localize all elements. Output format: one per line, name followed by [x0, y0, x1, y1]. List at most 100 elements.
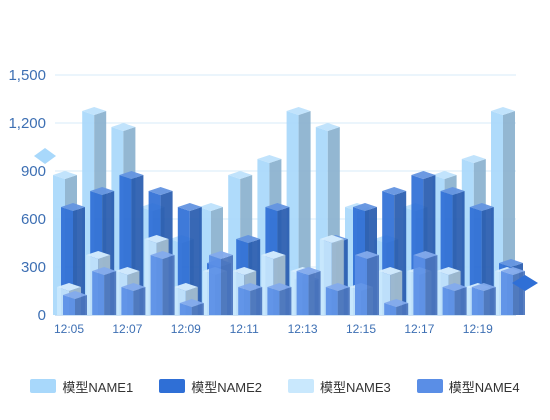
x-tick-label: 12:13 [288, 322, 318, 336]
bar-face-top [432, 171, 457, 179]
bar-face-top [436, 267, 461, 275]
bar [501, 267, 525, 315]
bar-face-top [173, 283, 198, 291]
bar [442, 283, 467, 315]
bar-face-top [119, 171, 144, 179]
bar-face-left [355, 255, 367, 315]
bar-face-left [471, 287, 484, 315]
bar [325, 283, 350, 315]
y-tick-label: 300 [21, 259, 46, 276]
bar-face-right [250, 287, 263, 315]
y-tick-label: 900 [21, 163, 46, 180]
bar-face-left [150, 255, 163, 315]
legend-swatch-name1 [30, 379, 57, 393]
x-tick-label: 12:17 [404, 322, 434, 336]
bar-face-right [308, 271, 321, 315]
bar-face-top [177, 203, 202, 211]
legend-swatch-name3 [288, 379, 314, 393]
bar-face-top [325, 283, 350, 291]
bar-face-right [337, 287, 350, 315]
bar-face-right [104, 271, 117, 315]
bar-face-top [471, 283, 496, 291]
bar-face-top [261, 251, 286, 259]
bar-face-top [440, 187, 465, 195]
bar-face-top [144, 235, 169, 243]
x-tick-label: 12:09 [171, 322, 201, 336]
bar-face-top [257, 155, 282, 163]
bar-face-right [75, 295, 87, 315]
y-tick-label: 1,500 [8, 67, 46, 84]
bar-face-top [267, 283, 292, 291]
bar-face-top [378, 267, 403, 275]
legend-label-name2: 模型NAME2 [191, 379, 262, 395]
bar-face-left [209, 255, 221, 315]
bar-face-right [298, 111, 311, 315]
bar [413, 251, 438, 315]
y-axis: 0 300 600 900 1,200 1,500 [8, 67, 46, 324]
bar [179, 299, 204, 315]
bar-face-top [115, 267, 140, 275]
bar-face-right [279, 287, 292, 315]
bar-face-top [148, 187, 173, 195]
bar-face-right [425, 255, 438, 315]
plot-area [34, 107, 538, 315]
legend-label-name4: 模型NAME4 [448, 379, 520, 395]
bar [286, 107, 311, 315]
bar-face-left [286, 111, 299, 315]
bar-face-top [90, 187, 115, 195]
edge-cap-right [512, 275, 538, 291]
legend-item-name2[interactable]: 模型NAME2 [159, 374, 262, 398]
bar [92, 267, 117, 315]
legend-item-name1[interactable]: 模型NAME1 [30, 374, 133, 398]
y-tick-label: 600 [21, 211, 46, 228]
bar-face-left [296, 271, 309, 315]
legend: 模型NAME1 模型NAME2 模型NAME3 模型NAME4 [0, 374, 550, 398]
y-tick-label: 0 [38, 307, 46, 324]
bar-face-top [82, 107, 107, 115]
bar-face-left [238, 287, 251, 315]
bar [296, 267, 321, 315]
bar-face-top [57, 283, 81, 291]
bar-face-top [315, 123, 340, 131]
bar-face-top [411, 171, 436, 179]
bar-face-top [353, 203, 377, 211]
bar-face-top [209, 251, 233, 259]
bar-face-right [133, 287, 146, 315]
legend-swatch-name2 [159, 379, 186, 393]
legend-item-name4[interactable]: 模型NAME4 [416, 374, 520, 398]
bar-face-left [501, 271, 513, 315]
series-4 [63, 251, 525, 315]
bar-face-top [413, 251, 438, 259]
bar-face-left [92, 271, 105, 315]
x-tick-label: 12:05 [54, 322, 84, 336]
bar [238, 283, 263, 315]
bar-face-top [111, 123, 136, 131]
bar [471, 283, 496, 315]
x-tick-label: 12:11 [230, 322, 259, 336]
x-tick-label: 12:19 [463, 322, 493, 336]
legend-item-name3[interactable]: 模型NAME3 [288, 374, 391, 398]
bar-face-right [221, 255, 233, 315]
bar-face-top [319, 235, 344, 243]
edge-caps [34, 148, 538, 291]
bar-face-right [162, 255, 175, 315]
bar-face-top [501, 267, 525, 275]
legend-swatch-name4 [416, 379, 443, 393]
legend-label-name3: 模型NAME3 [320, 379, 391, 395]
bar-face-left [63, 295, 75, 315]
bar-face-top [236, 235, 261, 243]
bar-face-top [53, 171, 77, 179]
bar-face-left [442, 287, 455, 315]
bar-face-top [461, 155, 486, 163]
bar-face-top [265, 203, 290, 211]
bar-face-top [499, 259, 523, 267]
bar-face-top [92, 267, 117, 275]
bar-face-top [63, 291, 87, 299]
bar [378, 267, 403, 315]
x-tick-label: 12:07 [112, 322, 142, 336]
bar [121, 283, 146, 315]
bar [209, 251, 233, 315]
bar-face-top [384, 299, 409, 307]
bar [267, 283, 292, 315]
